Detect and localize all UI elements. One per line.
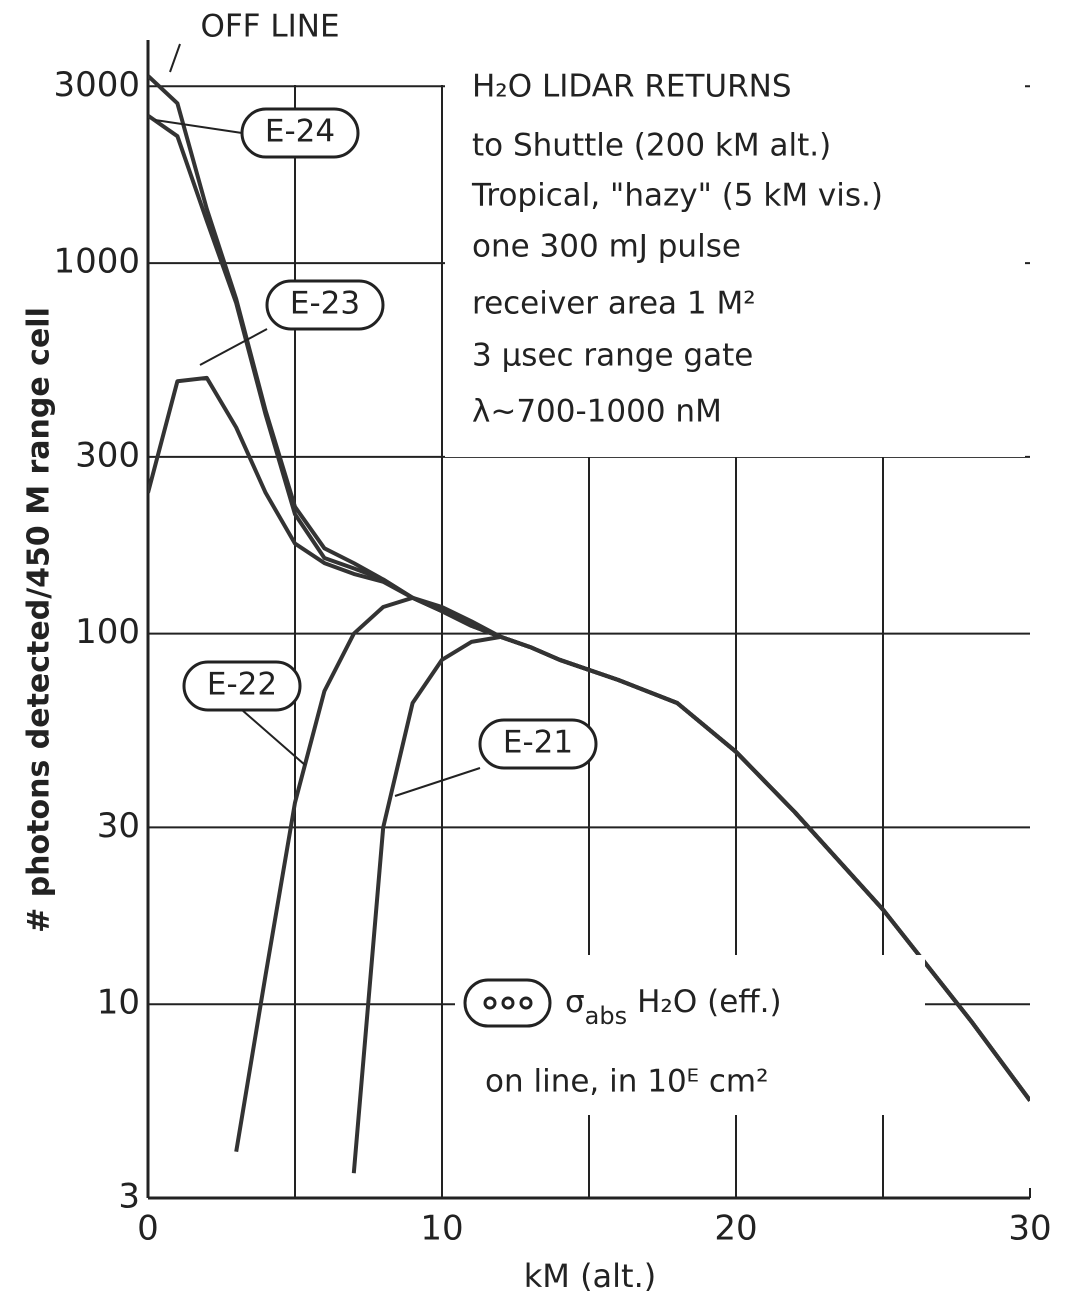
subtitle-line: 3 μsec range gate bbox=[472, 338, 753, 374]
series-line bbox=[351, 634, 1030, 1174]
symbol-dot bbox=[501, 996, 515, 1010]
symbol-dot bbox=[519, 996, 533, 1010]
series-label: E-21 bbox=[503, 725, 573, 761]
subtitle-line: one 300 mJ pulse bbox=[472, 229, 741, 265]
x-tick-label: 10 bbox=[420, 1209, 463, 1249]
note-line: σabs H₂O (eff.) bbox=[565, 984, 782, 1031]
note-background bbox=[445, 52, 1025, 457]
subtitle-line: to Shuttle (200 kM alt.) bbox=[472, 128, 831, 164]
subtitle-line: λ~700-1000 nM bbox=[472, 394, 722, 430]
label-arrow bbox=[394, 767, 481, 797]
series-label: OFF LINE bbox=[200, 9, 339, 45]
subtitle-line: Tropical, "hazy" (5 kM vis.) bbox=[471, 178, 883, 214]
label-arrow bbox=[199, 328, 268, 366]
symbol-box bbox=[463, 978, 552, 1028]
x-tick-label: 30 bbox=[1008, 1209, 1051, 1249]
label-arrow bbox=[241, 709, 306, 766]
symbol-dot bbox=[483, 996, 497, 1010]
x-tick-label: 0 bbox=[137, 1209, 159, 1249]
note-line: on line, in 10ᴱ cm² bbox=[485, 1064, 769, 1100]
subtitle-line: receiver area 1 M² bbox=[472, 286, 756, 322]
y-tick-label: 3000 bbox=[53, 65, 140, 105]
y-tick-label: 3 bbox=[118, 1177, 140, 1217]
label-arrow bbox=[154, 119, 243, 134]
x-tick-label: 20 bbox=[714, 1209, 757, 1249]
y-tick-label: 10 bbox=[97, 983, 140, 1023]
series-label: E-23 bbox=[290, 286, 360, 322]
label-box bbox=[265, 279, 385, 331]
x-axis-label: kM (alt.) bbox=[524, 1257, 657, 1295]
note-subscript: abs bbox=[585, 1002, 627, 1030]
note-text: H₂O (eff.) bbox=[637, 984, 781, 1020]
y-axis-label: # photons detected/450 M range cell bbox=[22, 307, 57, 933]
y-tick-label: 1000 bbox=[53, 242, 140, 282]
y-tick-label: 30 bbox=[97, 806, 140, 846]
y-tick-label: 100 bbox=[75, 612, 140, 652]
y-tick-label: 300 bbox=[75, 435, 140, 475]
label-arrow bbox=[169, 43, 181, 73]
note-symbol: σ bbox=[565, 984, 585, 1020]
series-label: E-22 bbox=[207, 667, 277, 703]
series-label: E-24 bbox=[265, 114, 335, 150]
label-box bbox=[478, 718, 598, 770]
chart-title: H₂O LIDAR RETURNS bbox=[472, 69, 792, 105]
